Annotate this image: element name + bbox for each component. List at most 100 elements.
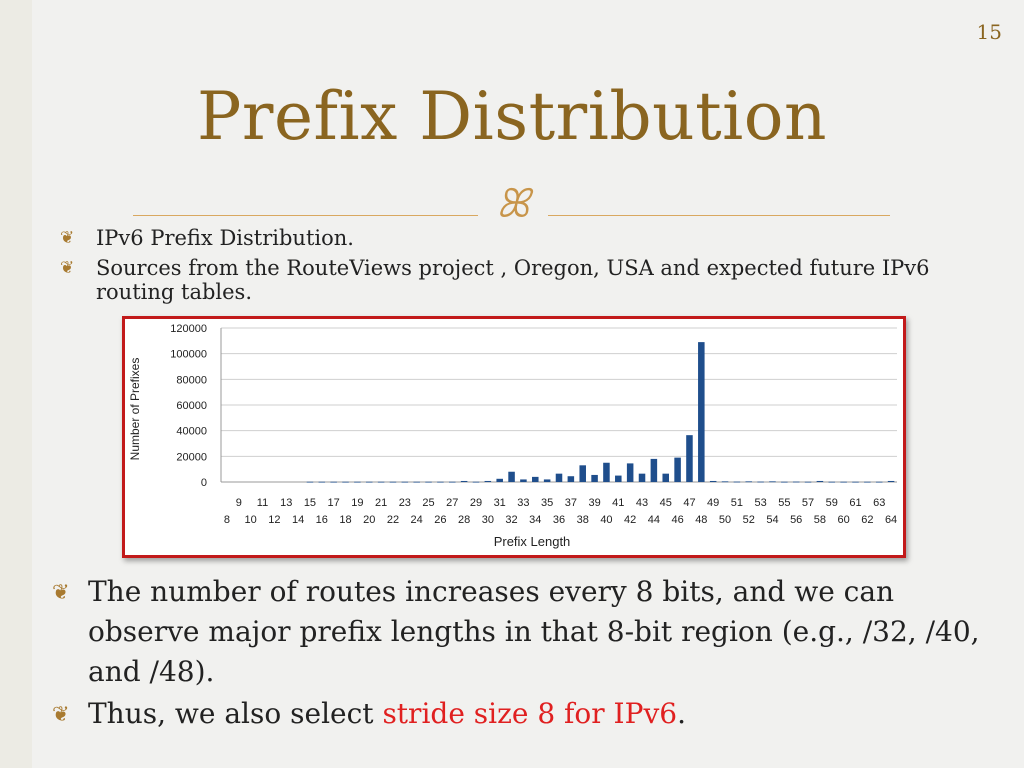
x-tick-label: 16 [316, 514, 328, 526]
x-tick-label: 8 [224, 514, 230, 526]
bar-15 [306, 481, 314, 483]
x-tick-label: 20 [363, 514, 375, 526]
x-tick-label: 29 [470, 497, 482, 509]
x-tick-label: 46 [671, 514, 683, 526]
y-tick-label: 40000 [176, 426, 207, 438]
bar-39 [591, 474, 598, 482]
bar-26 [437, 481, 444, 483]
top-bullet-list: ❦ IPv6 Prefix Distribution. ❦ Sources fr… [60, 226, 990, 310]
x-tick-label: 38 [577, 514, 589, 526]
x-tick-label: 30 [482, 514, 494, 526]
ornament-icon: ꕤ [496, 181, 530, 227]
bullet-item: ❦ Thus, we also select stride size 8 for… [52, 694, 992, 734]
bar-27 [449, 481, 456, 483]
bar-18 [342, 481, 349, 483]
bar-59 [828, 481, 836, 483]
bar-36 [555, 473, 563, 482]
x-tick-label: 23 [399, 497, 411, 509]
bullet-icon: ❦ [60, 258, 75, 278]
bullet-item: ❦ Sources from the RouteViews project , … [60, 256, 990, 304]
bullet-icon: ❦ [52, 580, 70, 604]
x-tick-label: 39 [588, 497, 600, 509]
bar-40 [603, 462, 610, 482]
x-tick-label: 47 [683, 497, 695, 509]
x-tick-label: 51 [731, 497, 743, 509]
bar-48 [698, 342, 705, 482]
x-tick-label: 45 [660, 497, 672, 509]
x-tick-label: 27 [446, 497, 458, 509]
bar-45 [662, 473, 669, 482]
bar-30 [484, 480, 492, 482]
bar-55 [781, 481, 788, 483]
bullet-icon: ❦ [52, 702, 70, 726]
x-tick-label: 37 [565, 497, 577, 509]
x-tick-label: 15 [304, 497, 316, 509]
x-tick-label: 59 [826, 497, 838, 509]
x-tick-label: 17 [328, 497, 340, 509]
x-tick-label: 26 [434, 514, 446, 526]
bar-19 [354, 481, 361, 483]
x-tick-label: 64 [885, 514, 897, 526]
x-tick-label: 10 [245, 514, 257, 526]
y-axis-label: Number of Prefixes [128, 358, 142, 461]
y-tick-label: 60000 [176, 400, 207, 412]
bar-29 [472, 481, 480, 483]
bar-34 [532, 476, 539, 482]
x-tick-label: 36 [553, 514, 565, 526]
bullet-text: IPv6 Prefix Distribution. [96, 226, 354, 250]
bullet-text-suffix: . [677, 697, 686, 730]
y-tick-label: 120000 [170, 323, 207, 335]
bar-57 [804, 481, 812, 483]
bar-38 [579, 465, 586, 482]
x-axis-label: Prefix Length [494, 534, 571, 549]
prefix-distribution-chart: 0200004000060000800001000001200008910111… [128, 323, 897, 549]
bullet-text-prefix: Thus, we also select [88, 697, 383, 730]
bullet-text: The number of routes increases every 8 b… [88, 575, 980, 688]
bar-49 [709, 480, 717, 482]
bullet-item: ❦ The number of routes increases every 8… [52, 572, 992, 692]
x-tick-label: 60 [838, 514, 850, 526]
x-tick-label: 35 [541, 497, 553, 509]
x-tick-label: 32 [505, 514, 517, 526]
chart-frame: 0 20000 40000 60000 80000 100000 120000 8 9 10 11 1… [122, 316, 906, 558]
page-number: 15 [976, 20, 1002, 44]
x-tick-label: 58 [814, 514, 826, 526]
bullet-text: Thus, we also select stride size 8 for I… [88, 694, 686, 734]
x-tick-label: 62 [861, 514, 873, 526]
bullet-item: ❦ IPv6 Prefix Distribution. [60, 226, 990, 250]
bar-50 [721, 481, 729, 483]
bar-53 [757, 481, 764, 483]
x-tick-label: 40 [600, 514, 612, 526]
x-tick-label: 55 [778, 497, 790, 509]
bar-62 [864, 481, 871, 483]
bar-58 [816, 480, 824, 482]
x-tick-label: 12 [268, 514, 280, 526]
x-tick-label: 56 [790, 514, 802, 526]
bar-32 [508, 471, 515, 482]
x-tick-label: 42 [624, 514, 636, 526]
x-tick-label: 49 [707, 497, 719, 509]
x-tick-label: 61 [849, 497, 861, 509]
bar-33 [520, 479, 527, 482]
bar-24 [413, 481, 420, 483]
bar-47 [686, 435, 693, 482]
bar-20 [365, 481, 373, 483]
bar-63 [875, 481, 883, 483]
x-tick-label: 34 [529, 514, 541, 526]
x-tick-label: 14 [292, 514, 304, 526]
bar-21 [377, 481, 385, 483]
x-tick-label: 43 [636, 497, 648, 509]
x-tick-label: 22 [387, 514, 399, 526]
bar-42 [626, 463, 634, 482]
title-divider-left [133, 215, 478, 216]
bar-35 [543, 479, 551, 482]
bar-22 [389, 481, 397, 483]
highlight-text: stride size 8 for IPv6 [382, 697, 678, 730]
bottom-bullet-list: ❦ The number of routes increases every 8… [52, 572, 992, 736]
x-tick-label: 57 [802, 497, 814, 509]
bar-51 [733, 481, 741, 483]
bar-46 [674, 457, 681, 482]
x-tick-label: 19 [351, 497, 363, 509]
x-tick-label: 21 [375, 497, 387, 509]
x-tick-label: 9 [236, 497, 242, 509]
